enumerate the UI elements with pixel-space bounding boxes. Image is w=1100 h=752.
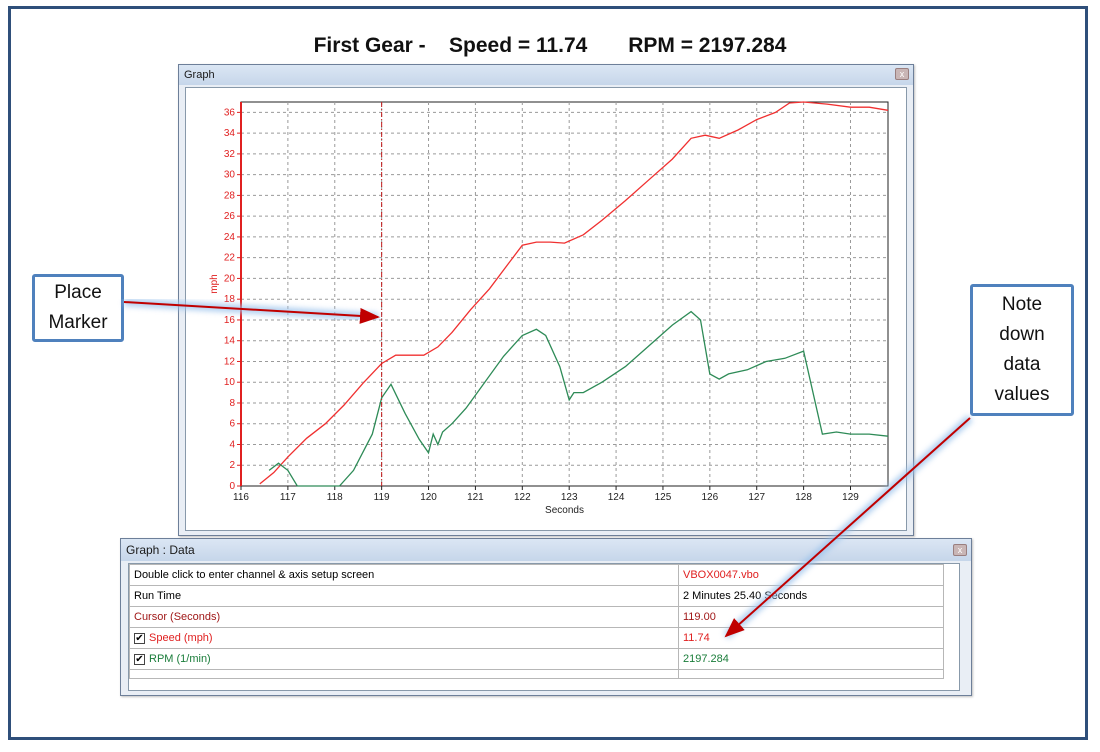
empty-cell [129,669,679,679]
x-tick-label: 129 [842,492,859,503]
y-tick-label: 8 [229,398,235,409]
y-tick-label: 24 [224,232,236,243]
row-value: 2197.284 [678,648,944,670]
row-label[interactable]: Double click to enter channel & axis set… [129,564,679,586]
row-value: 11.74 [678,627,944,649]
callout-line: Marker [48,312,108,333]
x-tick-label: 123 [561,492,578,503]
data-window: Graph : Data x Double click to enter cha… [120,538,972,696]
row-value: 119.00 [678,606,944,628]
y-tick-label: 12 [224,356,236,367]
check-icon: ✔ [135,632,144,644]
y-tick-label: 18 [224,294,236,305]
y-tick-label: 28 [224,190,236,201]
empty-cell [678,669,944,679]
callout-line: down [999,324,1045,345]
graph-plot-area[interactable]: 0 2 4 6 8 10 12 14 16 18 20 22 24 26 28 30 32 34 36 116 117 1… [185,87,907,531]
y-tick-label: 10 [224,377,236,388]
callout-line: values [994,384,1050,405]
graph-window-title: Graph [184,69,215,81]
series-line [268,310,889,487]
y-tick-label: 26 [224,211,236,222]
check-icon: ✔ [135,653,144,665]
row-value: 2 Minutes 25.40 Seconds [678,585,944,607]
place-marker-callout: Place Marker [32,274,124,342]
row-label-with-checkbox: ✔ RPM (1/min) [129,648,679,670]
graph-window: Graph x 0 2 4 6 8 10 12 14 16 18 20 22 24 26 28 30 32 34 3… [178,64,914,536]
x-tick-label: 119 [374,492,390,503]
close-icon: x [899,69,905,79]
row-label: Run Time [129,585,679,607]
speed-channel-label: Speed (mph) [149,632,213,644]
note-down-callout: Note down data values [970,284,1074,416]
row-label-with-checkbox: ✔ Speed (mph) [129,627,679,649]
rpm-checkbox[interactable]: ✔ [134,653,145,665]
x-tick-label: 126 [701,492,718,503]
y-tick-label: 32 [224,149,236,160]
x-tick-label: 121 [467,492,484,503]
x-tick-label: 128 [795,492,812,503]
table-row[interactable]: ✔ RPM (1/min) 2197.284 [129,648,944,670]
table-row[interactable]: ✔ Speed (mph) 11.74 [129,627,944,649]
y-tick-label: 4 [229,439,235,450]
speed-checkbox[interactable]: ✔ [134,632,145,644]
x-axis-label: Seconds [545,505,584,516]
callout-line: Place [54,282,102,303]
headline-gear: First Gear - [313,34,426,57]
y-tick-label: 16 [224,315,236,326]
headline: First Gear - Speed = 11.74 RPM = 2197.28… [0,34,1100,58]
y-tick-label: 0 [229,481,235,492]
row-value: VBOX0047.vbo [678,564,944,586]
rpm-channel-label: RPM (1/min) [149,653,211,665]
y-tick-label: 34 [224,128,236,139]
y-tick-label: 2 [229,460,235,471]
x-tick-label: 117 [280,492,296,503]
callout-line: data [1003,354,1041,375]
x-tick-label: 122 [514,492,531,503]
data-close-button[interactable]: x [953,544,967,556]
x-tick-label: 124 [608,492,625,503]
x-tick-label: 127 [748,492,765,503]
row-label: Cursor (Seconds) [129,606,679,628]
y-tick-label: 14 [224,336,236,347]
table-row[interactable]: Run Time 2 Minutes 25.40 Seconds [129,585,944,607]
y-tick-label: 6 [229,419,235,430]
table-row[interactable]: Double click to enter channel & axis set… [129,564,944,586]
y-tick-label: 36 [224,107,236,118]
table-row[interactable]: Cursor (Seconds) 119.00 [129,606,944,628]
y-tick-label: 22 [224,253,236,264]
headline-rpm: RPM = 2197.284 [628,34,787,57]
graph-window-titlebar[interactable]: Graph x [179,65,913,85]
data-table-container: Double click to enter channel & axis set… [128,563,960,691]
data-window-titlebar[interactable]: Graph : Data x [121,539,971,561]
data-table: Double click to enter channel & axis set… [129,564,944,679]
x-tick-label: 116 [233,492,249,503]
x-tick-label: 120 [420,492,437,503]
plot-frame [240,101,889,487]
x-tick-label: 118 [327,492,343,503]
y-tick-label: 30 [224,170,236,181]
table-row-empty [129,669,944,679]
y-tick-label: 20 [224,273,236,284]
callout-line: Note [1001,294,1043,315]
series-line [259,101,889,485]
x-tick-label: 125 [655,492,672,503]
y-axis-label: mph [209,274,220,293]
close-icon: x [957,545,963,555]
data-window-title: Graph : Data [126,543,195,557]
headline-speed: Speed = 11.74 [449,34,588,57]
graph-close-button[interactable]: x [895,68,909,80]
